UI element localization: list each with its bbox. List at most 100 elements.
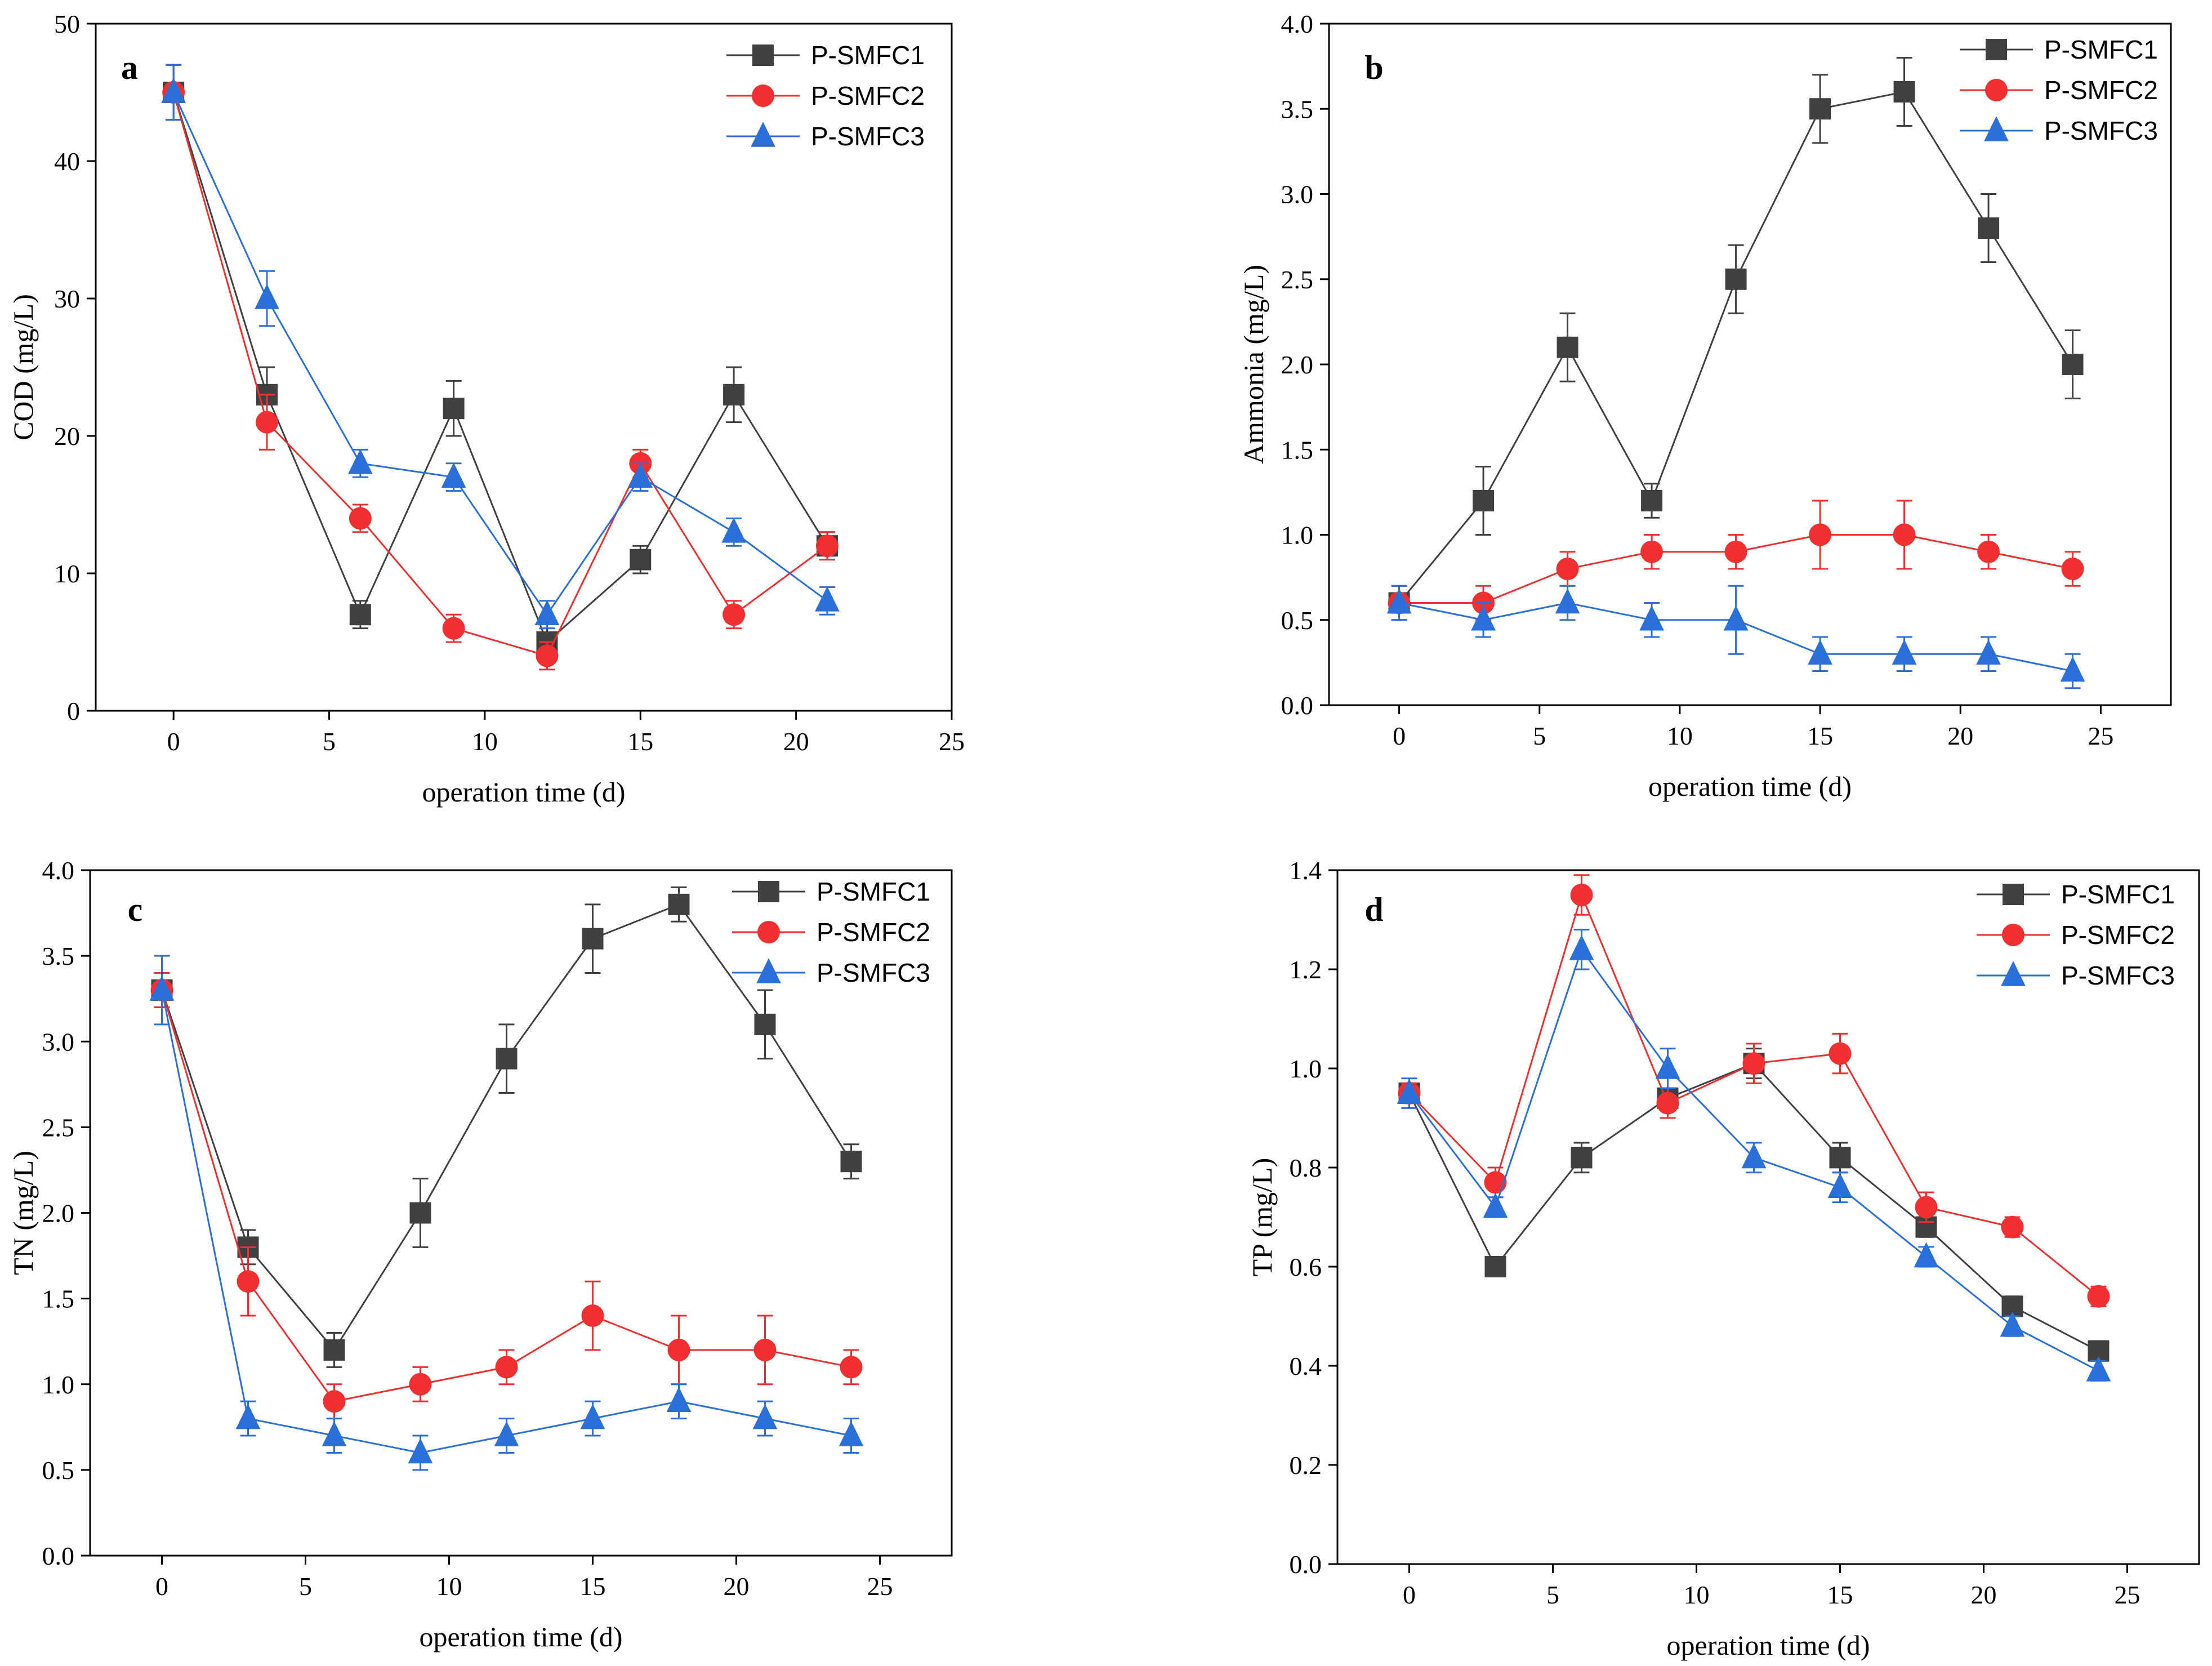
y-tick-label: 0.2 bbox=[1290, 1451, 1322, 1480]
data-point bbox=[1555, 588, 1580, 614]
y-tick-label: 1.4 bbox=[1290, 856, 1322, 885]
legend: P-SMFC1 P-SMFC2 P-SMFC3 bbox=[1977, 880, 2175, 990]
data-point bbox=[1483, 1192, 1508, 1218]
y-tick-label: 2.5 bbox=[1281, 265, 1314, 294]
data-point bbox=[2000, 1311, 2025, 1337]
y-tick-label: 3.0 bbox=[1281, 180, 1314, 209]
legend-label: P-SMFC3 bbox=[2061, 961, 2175, 990]
x-tick-label: 25 bbox=[2088, 721, 2113, 750]
chart-panel-a: 0 5 10 15 20 25 0 10 20 30 40 50 operation time (d) C… bbox=[7, 10, 965, 808]
data-point bbox=[2001, 1215, 2024, 1239]
data-point bbox=[628, 462, 653, 488]
x-tick-label: 0 bbox=[1393, 721, 1406, 750]
x-axis-title: operation time (d) bbox=[422, 776, 626, 808]
data-point bbox=[1809, 523, 1832, 546]
data-point bbox=[1570, 884, 1593, 906]
legend-label: P-SMFC2 bbox=[817, 917, 930, 947]
y-tick-label: 20 bbox=[54, 422, 80, 451]
data-point bbox=[1639, 605, 1664, 631]
y-axis-title: TP (mg/L) bbox=[1246, 1158, 1278, 1277]
y-tick-label: 1.5 bbox=[42, 1285, 75, 1313]
legend-label: P-SMFC2 bbox=[2061, 920, 2175, 950]
legend-marker bbox=[756, 958, 781, 983]
data-point bbox=[1915, 1196, 1938, 1219]
data-point bbox=[1473, 490, 1495, 511]
legend-marker bbox=[1985, 79, 2008, 101]
data-point bbox=[2060, 656, 2085, 682]
x-tick-label: 20 bbox=[1971, 1580, 1997, 1609]
y-tick-label: 4.0 bbox=[1281, 10, 1314, 38]
series-p-smfc3 bbox=[1386, 585, 2085, 689]
y-tick-label: 0 bbox=[67, 697, 80, 725]
series-p-smfc2 bbox=[162, 64, 839, 671]
legend-marker bbox=[752, 44, 774, 66]
legend-label: P-SMFC1 bbox=[811, 41, 925, 70]
x-tick-label: 0 bbox=[167, 727, 180, 756]
data-point bbox=[255, 284, 279, 309]
data-point bbox=[323, 1339, 345, 1361]
data-point bbox=[441, 462, 466, 488]
x-tick-label: 15 bbox=[580, 1572, 606, 1601]
data-point bbox=[149, 975, 175, 1001]
data-point bbox=[1809, 98, 1831, 120]
data-point bbox=[815, 534, 839, 558]
x-tick-label: 5 bbox=[1533, 721, 1546, 750]
chart-panel-b: 0 5 10 15 20 25 0.0 0.5 1.0 1.5 2.0 2.5 3.0 3.5 4.0 ope… bbox=[1238, 10, 2172, 802]
data-point bbox=[666, 1387, 692, 1412]
chart-panel-d: 0 5 10 15 20 25 0.0 0.2 0.4 0.6 0.8 1.0 1.2 1.4 operat… bbox=[1246, 856, 2200, 1661]
y-tick-label: 3.0 bbox=[42, 1027, 75, 1056]
x-tick-label: 20 bbox=[724, 1572, 750, 1601]
data-point bbox=[2062, 354, 2084, 375]
y-tick-label: 2.0 bbox=[1281, 350, 1314, 379]
series-line bbox=[172, 92, 828, 657]
data-point bbox=[754, 1013, 776, 1035]
data-point bbox=[2087, 1285, 2110, 1308]
data-point bbox=[1397, 1079, 1422, 1104]
data-point bbox=[1641, 490, 1663, 511]
data-point bbox=[1742, 1052, 1765, 1075]
panel-letter: d bbox=[1364, 891, 1383, 928]
legend-marker bbox=[2001, 961, 2026, 986]
data-point bbox=[667, 1338, 690, 1361]
data-point bbox=[1893, 81, 1915, 103]
data-point bbox=[1484, 1256, 1506, 1277]
legend-marker bbox=[2002, 924, 2024, 946]
data-point bbox=[1978, 217, 2000, 239]
x-tick-label: 10 bbox=[1667, 721, 1693, 750]
x-tick-label: 10 bbox=[1684, 1580, 1710, 1609]
data-point bbox=[630, 549, 652, 571]
panel-letter: b bbox=[1364, 49, 1383, 86]
data-point bbox=[723, 384, 745, 406]
x-tick-label: 25 bbox=[939, 727, 965, 756]
data-point bbox=[322, 1421, 347, 1446]
data-point bbox=[347, 448, 373, 474]
legend: P-SMFC1 P-SMFC2 P-SMFC3 bbox=[732, 877, 930, 987]
x-tick-label: 15 bbox=[1827, 1580, 1853, 1609]
data-point bbox=[1977, 540, 2000, 563]
data-point bbox=[161, 78, 186, 103]
data-point bbox=[1640, 540, 1664, 563]
panel-letter: a bbox=[121, 49, 138, 86]
legend-marker bbox=[2003, 884, 2024, 905]
y-tick-label: 50 bbox=[54, 10, 80, 38]
data-point bbox=[1386, 588, 1412, 614]
plot-frame bbox=[95, 23, 953, 712]
y-tick-label: 2.5 bbox=[42, 1113, 75, 1142]
data-point bbox=[1829, 1147, 1851, 1169]
x-tick-label: 20 bbox=[1947, 721, 1973, 750]
y-tick-label: 2.0 bbox=[42, 1199, 75, 1228]
data-point bbox=[2086, 1356, 2111, 1382]
data-point bbox=[1569, 934, 1594, 960]
data-point bbox=[409, 1202, 431, 1224]
data-point bbox=[536, 644, 559, 667]
data-point bbox=[237, 1270, 260, 1293]
y-axis-title: COD (mg/L) bbox=[7, 294, 39, 440]
y-tick-label: 30 bbox=[54, 284, 80, 313]
legend-label: P-SMFC3 bbox=[2044, 116, 2158, 145]
legend-marker bbox=[1984, 116, 2009, 141]
data-point bbox=[495, 1356, 518, 1379]
data-point bbox=[235, 1404, 261, 1429]
x-tick-label: 15 bbox=[627, 727, 653, 756]
data-point bbox=[1724, 540, 1747, 563]
